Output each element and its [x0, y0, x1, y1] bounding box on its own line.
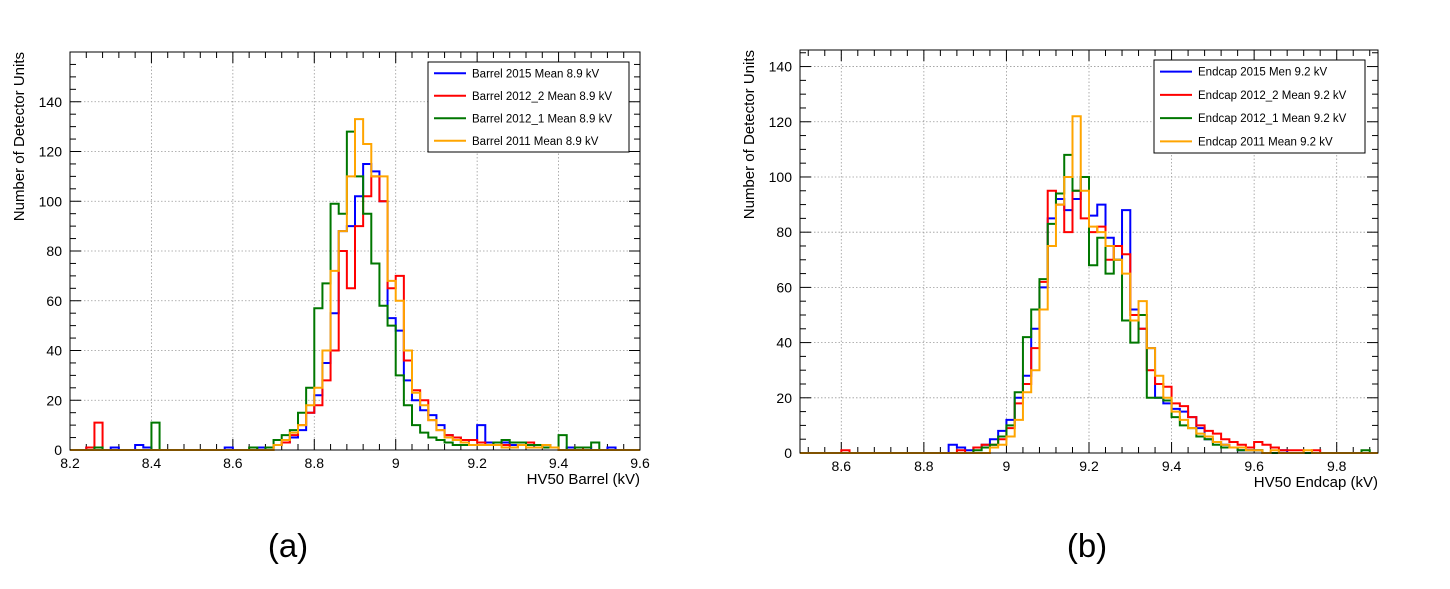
panel-a-y-tick-label: 120: [39, 144, 63, 160]
panel-a-series-0-histogram: [70, 162, 640, 451]
panel-b-y-tick-label: 60: [776, 279, 792, 295]
panel-b-plot-frame: [799, 49, 1379, 454]
panel-b-y-tick-label: 140: [769, 59, 793, 75]
panel-b-x-tick-label: 9.2: [1079, 458, 1099, 474]
panel-a-x-tick-label: 8.8: [305, 455, 325, 471]
panel-a-x-tick-label: 8.6: [223, 455, 243, 471]
panel-a-y-tick-label: 140: [39, 94, 63, 110]
panel-b-y-tick-label: 20: [776, 390, 792, 406]
panel-a-y-tick-label: 60: [46, 293, 62, 309]
panel-a-x-tick-label: 8.2: [60, 455, 80, 471]
panel-a-y-tick-label: 20: [46, 392, 62, 408]
panel-a-y-axis-title: Number of Detector Units: [11, 52, 28, 221]
histogram-panel-a: (a) 8.2 8.4 8.6 8.8 9 9.2 9.4 9.6 0 20 40 60 80 100 12…: [11, 51, 650, 564]
panel-b-y-tick-label: 120: [769, 114, 793, 130]
panel-a-plot-frame: [69, 51, 641, 451]
panel-a-legend-label-1: Barrel 2012_2 Mean 8.9 kV: [472, 91, 612, 103]
panel-b-x-tick-label: 9.6: [1244, 458, 1264, 474]
panel-a-y-tick-label: 80: [46, 243, 62, 259]
panel-a-x-tick-label: 9.2: [467, 455, 487, 471]
panel-a-legend: Barrel 2015 Mean 8.9 kV Barrel 2012_2 Mea…: [427, 61, 630, 153]
panel-b-x-tick-label: 9.4: [1162, 458, 1182, 474]
panel-b-y-tick-label: 40: [776, 335, 792, 351]
panel-b-legend-label-1: Endcap 2012_2 Mean 9.2 kV: [1198, 90, 1347, 102]
panel-a-y-tick-label: 40: [46, 343, 62, 359]
panel-a-legend-label-2: Barrel 2012_1 Mean 8.9 kV: [472, 113, 612, 125]
panel-a-legend-label-0: Barrel 2015 Mean 8.9 kV: [472, 68, 600, 80]
panel-b-x-axis-title: HV50 Endcap (kV): [1254, 474, 1378, 491]
panel-b-legend: Endcap 2015 Men 9.2 kV Endcap 2012_2 Mean…: [1153, 59, 1366, 154]
panel-a-x-tick-label: 9.4: [549, 455, 569, 471]
panel-b-legend-label-3: Endcap 2011 Mean 9.2 kV: [1198, 136, 1333, 148]
panel-b-y-tick-label: 80: [776, 224, 792, 240]
panel-b-legend-label-2: Endcap 2012_1 Mean 9.2 kV: [1198, 113, 1347, 125]
panel-a-x-axis-title: HV50 Barrel (kV): [527, 471, 640, 488]
panel-b-y-tick-label: 0: [784, 445, 792, 461]
panel-b-y-tick-label: 100: [769, 169, 793, 185]
panel-a-y-tick-label: 0: [54, 442, 62, 458]
panel-b-legend-box: [1153, 59, 1366, 154]
panel-a-series-2-histogram: [70, 130, 640, 451]
panel-b-y-axis-title: Number of Detector Units: [741, 50, 758, 219]
panel-a-legend-box: [427, 61, 630, 153]
panel-b-legend-label-0: Endcap 2015 Men 9.2 kV: [1198, 67, 1327, 79]
panel-a-x-tick-label: 8.4: [142, 455, 162, 471]
panel-label-b: (b): [1067, 527, 1107, 564]
panel-b-x-tick-label: 8.6: [832, 458, 852, 474]
panel-a-legend-label-3: Barrel 2011 Mean 8.9 kV: [472, 136, 599, 148]
panel-a-x-tick-label: 9.6: [630, 455, 650, 471]
panel-b-x-tick-label: 8.8: [914, 458, 934, 474]
panel-a-x-tick-label: 9: [392, 455, 400, 471]
panel-label-a: (a): [268, 527, 308, 564]
panel-b-x-tick-label: 9: [1003, 458, 1011, 474]
histogram-panel-b: (b) 8.6 8.8 9 9.2 9.4 9.6 9.8 0 20 40 60 80 100 120 14…: [741, 49, 1379, 564]
panel-b-x-tick-label: 9.8: [1327, 458, 1347, 474]
panel-a-y-tick-label: 100: [39, 193, 63, 209]
